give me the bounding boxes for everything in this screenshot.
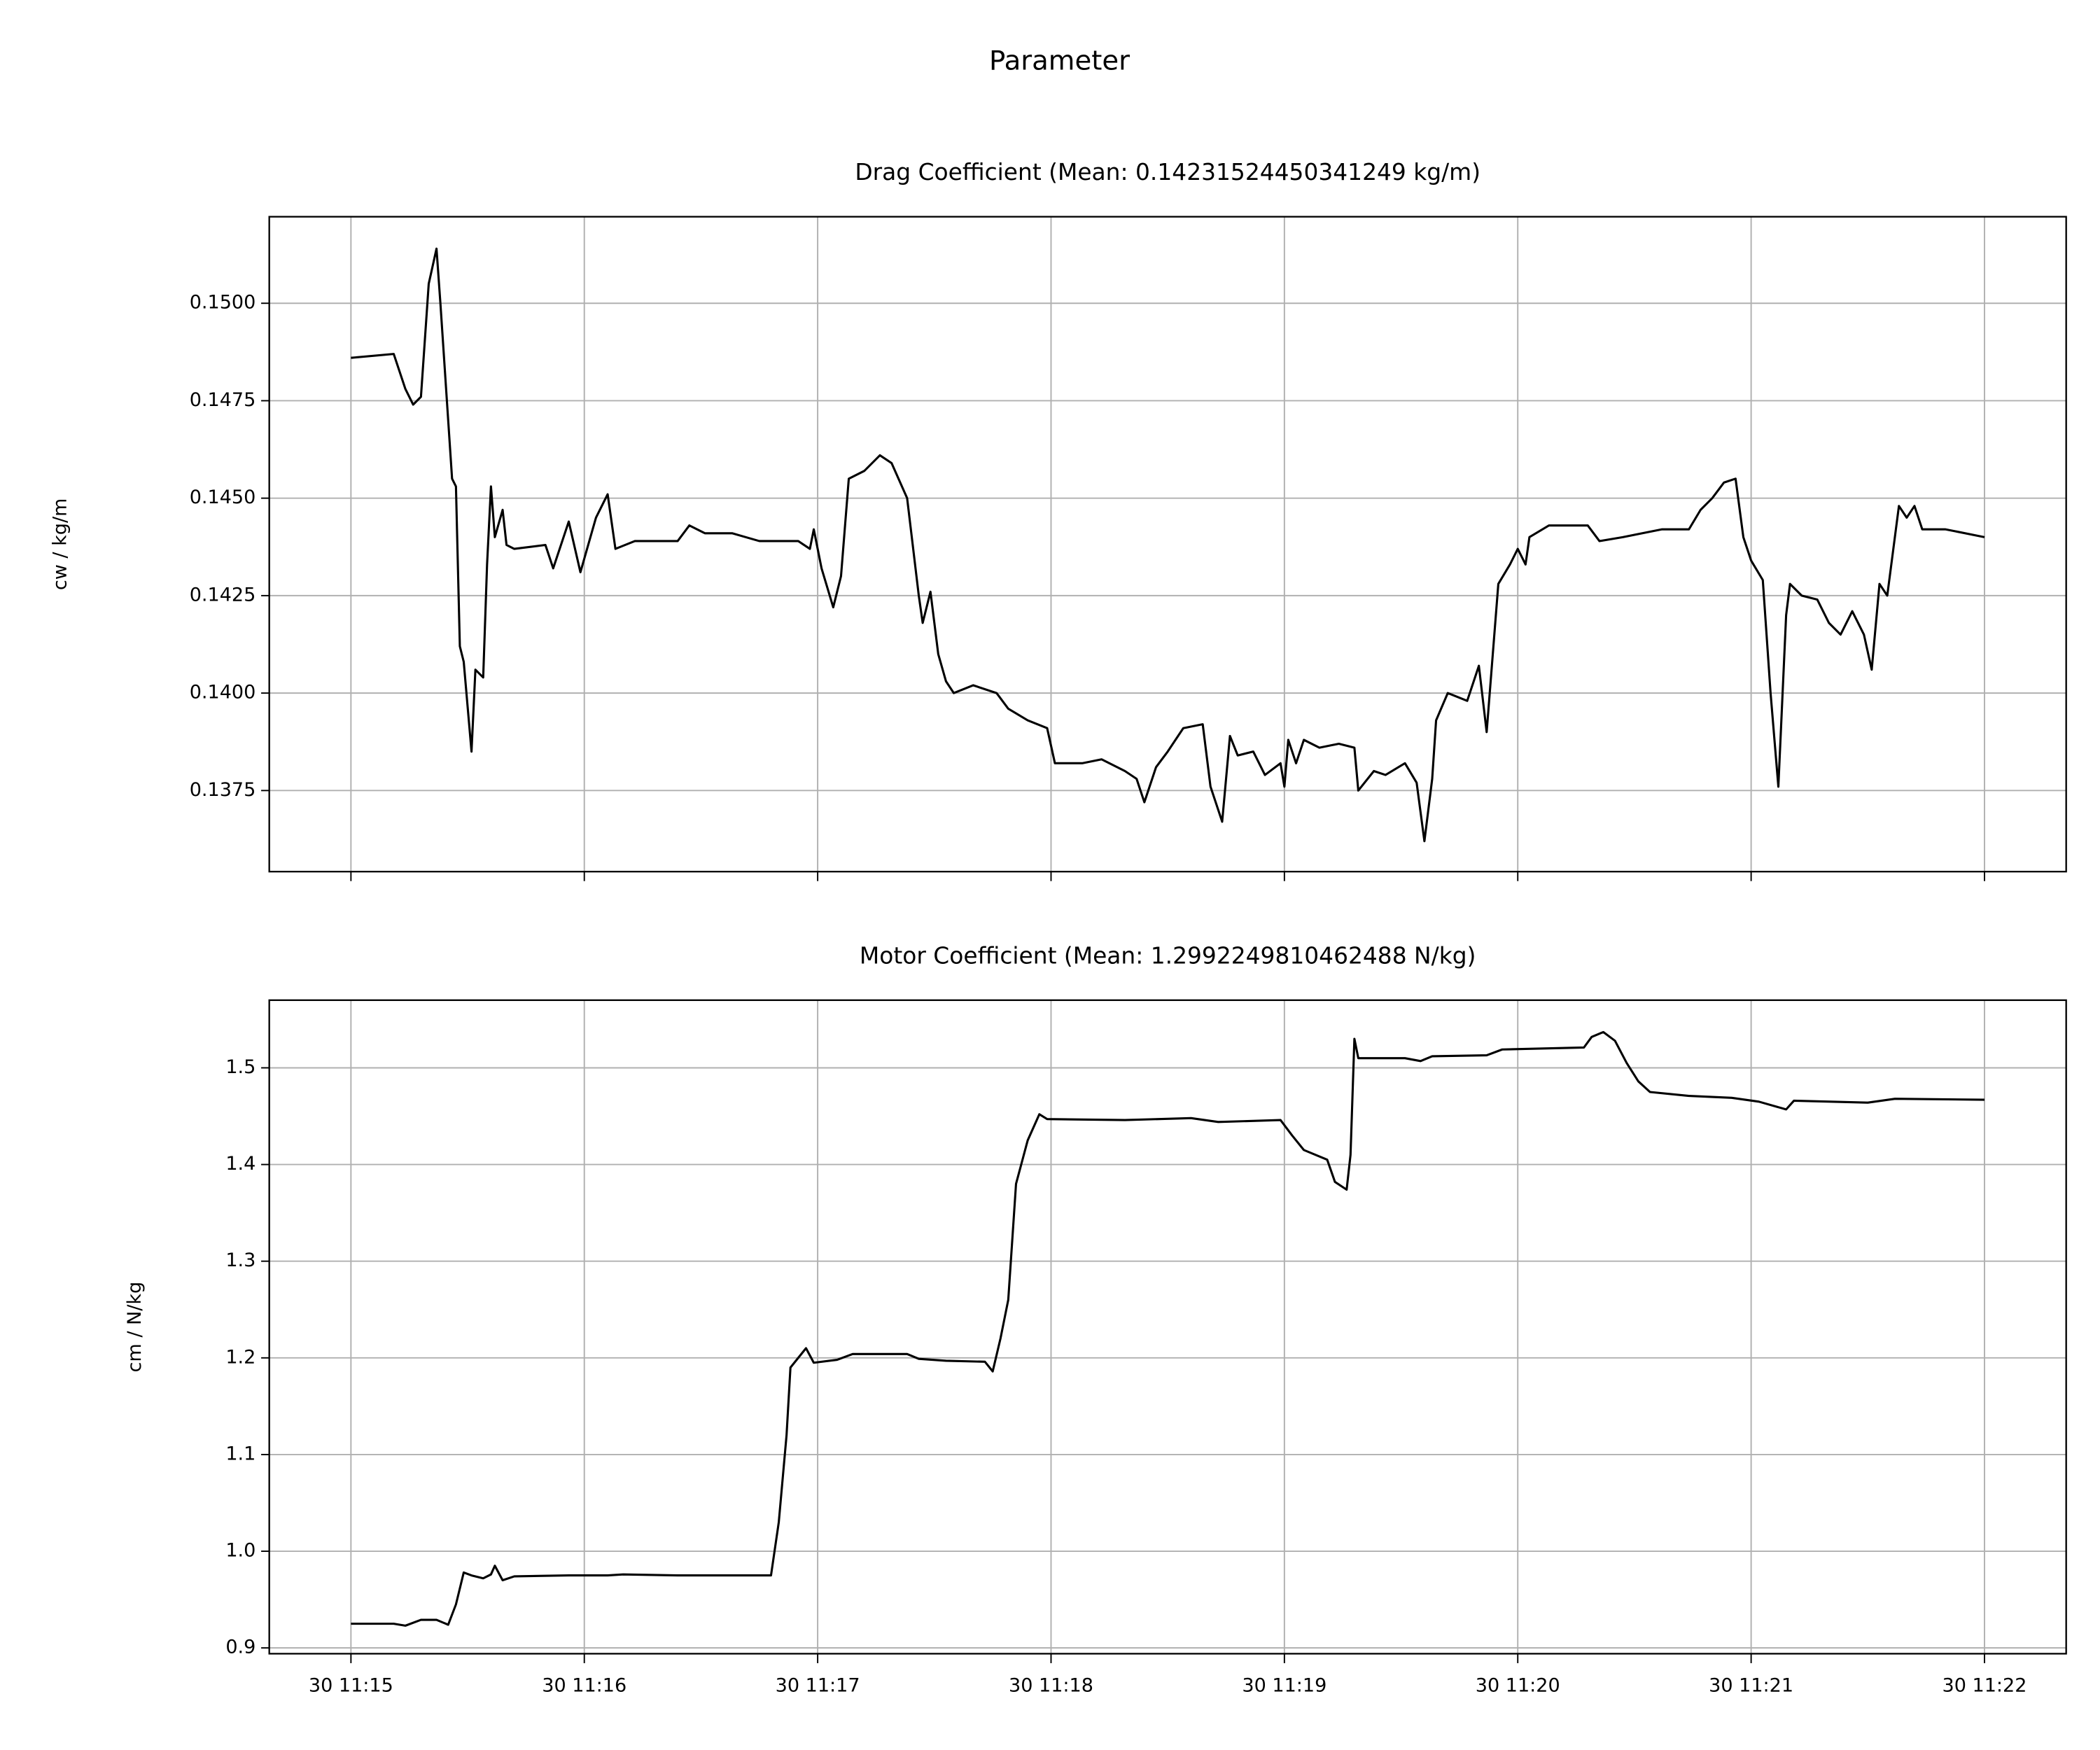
axes-frame (268, 216, 2067, 873)
y-axis-label: cm / N/kg (124, 1282, 146, 1373)
data-line (351, 247, 1985, 843)
y-tick-label: 1.5 (225, 1056, 255, 1078)
y-tick-label: 1.2 (225, 1346, 255, 1368)
y-tick-label: 0.1425 (190, 584, 256, 606)
y-tick-label: 0.1375 (190, 779, 256, 801)
y-axis-label: cw / kg/m (49, 498, 71, 591)
x-tick-label: 30 11:17 (776, 1674, 860, 1696)
x-tick-label: 30 11:15 (309, 1674, 393, 1696)
x-tick-label: 30 11:19 (1242, 1674, 1326, 1696)
y-tick-label: 1.0 (225, 1540, 255, 1562)
x-tick-label: 30 11:21 (1709, 1674, 1793, 1696)
y-tick-label: 0.1400 (190, 682, 256, 704)
axes-title: Drag Coefficient (Mean: 0.14231524450341… (855, 158, 1480, 186)
y-tick-label: 0.1475 (190, 389, 256, 411)
y-tick-label: 0.1450 (190, 486, 256, 508)
x-tick-label: 30 11:20 (1476, 1674, 1560, 1696)
x-tick-label: 30 11:22 (1942, 1674, 2027, 1696)
y-tick-label: 0.9 (225, 1637, 255, 1658)
axes-title: Motor Coefficient (Mean: 1.2992249810462… (860, 941, 1476, 969)
data-line (351, 1030, 1985, 1627)
y-tick-label: 1.1 (225, 1443, 255, 1464)
y-tick-label: 0.1500 (190, 292, 256, 314)
x-tick-label: 30 11:18 (1009, 1674, 1093, 1696)
axes-frame (268, 999, 2067, 1655)
x-tick-label: 30 11:16 (542, 1674, 626, 1696)
y-tick-label: 1.3 (225, 1250, 255, 1271)
figure-title: Parameter (989, 46, 1130, 77)
y-tick-label: 1.4 (225, 1153, 255, 1175)
